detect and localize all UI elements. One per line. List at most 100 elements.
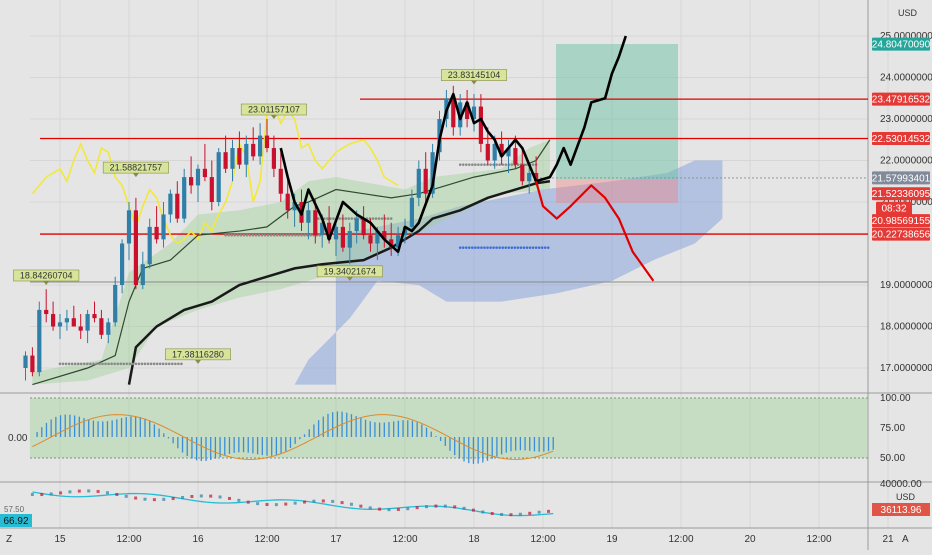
- candle-body: [71, 318, 76, 327]
- trade-zones: [556, 44, 678, 203]
- volume-candle: [462, 506, 466, 510]
- volume-candle: [77, 489, 81, 493]
- volume-candle: [415, 506, 419, 510]
- volume-candle: [406, 507, 410, 511]
- candle-body: [182, 177, 187, 219]
- annotation-pointer: [471, 80, 477, 85]
- dotted-grey: [458, 163, 462, 166]
- dotted-grey: [149, 362, 153, 366]
- dotted-grey: [309, 233, 312, 237]
- dotted-grey: [230, 233, 233, 237]
- dotted-grey: [137, 362, 141, 366]
- candle-body: [202, 168, 207, 178]
- dotted-grey: [58, 362, 62, 366]
- dotted-grey: [155, 362, 159, 366]
- time-tick: 19: [606, 534, 618, 545]
- candle-body: [485, 143, 490, 161]
- osc2-left-small: 57.50: [4, 505, 25, 514]
- price-annotation: 18.84260704: [13, 269, 80, 285]
- dotted-grey: [227, 233, 230, 237]
- candle-body: [140, 264, 145, 285]
- dotted-grey: [498, 163, 501, 166]
- dotted-grey: [164, 362, 168, 366]
- candle-body: [30, 355, 35, 373]
- axis-left-letter: Z: [6, 534, 12, 545]
- candle-body: [85, 314, 90, 331]
- dotted-blue: [531, 246, 535, 249]
- candle-body: [258, 135, 263, 157]
- candle-body: [37, 309, 42, 373]
- osc2-left-tag: 66.92: [3, 516, 28, 527]
- vol-tag-label: 36113.96: [881, 505, 922, 516]
- price-tag-label: 20.98569155: [872, 216, 931, 227]
- candle-body: [409, 197, 414, 227]
- base-line: [127, 180, 551, 385]
- dotted-grey: [122, 362, 126, 366]
- dotted-grey: [332, 217, 335, 220]
- dotted-grey: [480, 163, 483, 166]
- dotted-grey: [495, 163, 498, 166]
- time-tick: 15: [54, 534, 66, 545]
- osc-left-label: 0.00: [8, 433, 28, 444]
- dotted-blue: [534, 246, 538, 249]
- candle-body: [92, 314, 97, 319]
- dotted-grey: [174, 362, 177, 366]
- dotted-grey: [377, 217, 381, 220]
- cloud-area: [294, 160, 723, 385]
- candle-body: [230, 148, 235, 169]
- dotted-grey: [101, 362, 104, 366]
- price-tick: 19.00000000: [880, 280, 932, 291]
- dotted-blue: [507, 246, 511, 249]
- candle-body: [492, 143, 497, 161]
- candle-body: [244, 143, 249, 165]
- volume-candle: [443, 504, 447, 508]
- volume-candle: [96, 489, 100, 493]
- dotted-grey: [131, 362, 135, 366]
- annotation-pointer: [43, 281, 50, 285]
- target-zone: [556, 44, 678, 179]
- volume-candle: [500, 512, 504, 516]
- dotted-blue: [492, 246, 495, 249]
- price-tick: 22.00000000: [880, 156, 932, 167]
- dotted-grey: [350, 217, 354, 220]
- volume-candle: [124, 494, 128, 498]
- dotted-blue: [489, 246, 492, 249]
- time-tick: 12:00: [668, 534, 693, 545]
- dotted-grey: [294, 233, 297, 237]
- candle-body: [285, 193, 290, 211]
- candle-body: [209, 177, 214, 202]
- candle-body: [382, 231, 387, 240]
- dotted-grey: [303, 233, 306, 237]
- candle-body: [333, 226, 339, 240]
- volume-candle: [87, 489, 91, 493]
- candle-body: [354, 218, 359, 232]
- time-tick: 20: [744, 534, 756, 545]
- price-tag: 08:32: [876, 201, 912, 215]
- volume-candle: [181, 495, 185, 499]
- candle-body: [465, 102, 470, 119]
- volume-candle: [378, 507, 382, 511]
- price-tag-box: [872, 37, 930, 51]
- volume-candle: [387, 508, 391, 512]
- dotted-grey: [275, 233, 279, 237]
- volume-candle: [171, 497, 175, 501]
- volume-candle: [246, 500, 250, 504]
- volume-candle: [152, 498, 156, 502]
- price-annotation: 23.01157107: [240, 103, 307, 119]
- dotted-grey: [128, 362, 132, 366]
- dotted-grey: [291, 233, 294, 237]
- dotted-grey: [386, 217, 390, 220]
- volume-candle: [209, 494, 213, 498]
- candle-body: [347, 231, 352, 248]
- dotted-blue: [516, 246, 520, 249]
- candle-body: [189, 177, 194, 186]
- volume-candle: [481, 510, 485, 514]
- price-tick: 18.00000000: [880, 322, 932, 333]
- candle-body: [389, 239, 394, 248]
- annotation-pointer: [346, 276, 353, 281]
- osc2-left-tag-box: [0, 514, 32, 527]
- dotted-grey: [158, 362, 162, 366]
- dotted-blue: [477, 246, 480, 249]
- candle-body: [99, 318, 104, 335]
